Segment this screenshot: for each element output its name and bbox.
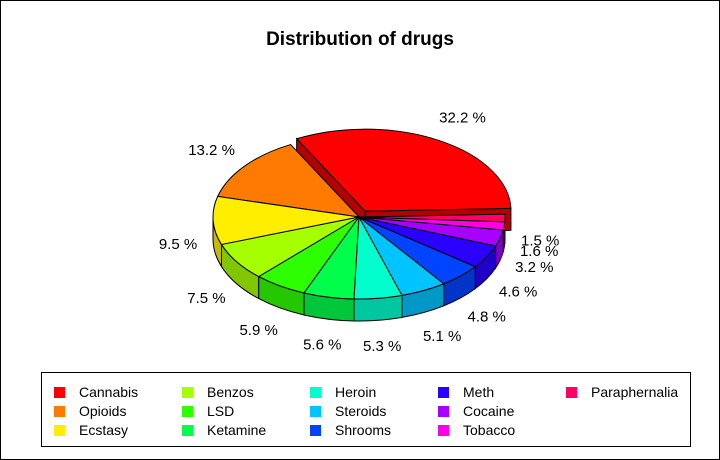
data-label-cannabis: 32.2 % [439, 110, 486, 127]
pie-labels: 32.2 % 13.2 % 9.5 % 7.5 % 5.9 % 5.6 % 5.3 % 5.1… [159, 110, 560, 355]
legend-swatch [54, 405, 65, 417]
data-label-heroin: 5.3 % [363, 338, 401, 355]
legend-swatch [310, 386, 321, 398]
legend-swatch [438, 386, 449, 398]
legend-item-ecstasy: Ecstasy [54, 421, 128, 439]
pie-slice-opioids [216, 143, 361, 218]
legend-label: Ketamine [207, 422, 267, 438]
legend-swatch [566, 386, 577, 398]
data-label-benzos: 7.5 % [187, 290, 225, 307]
pie-tops [212, 128, 512, 300]
legend-swatch [182, 386, 193, 398]
legend-item-steroids: Steroids [310, 402, 386, 420]
legend-label: Ecstasy [79, 422, 129, 438]
legend-item-cannabis: Cannabis [54, 383, 138, 401]
legend-label: Tobacco [463, 422, 516, 438]
legend-label: Steroids [335, 403, 387, 419]
legend: Cannabis Opioids Ecstasy Benzos LSD Ketamine H… [41, 372, 691, 447]
data-label-meth: 4.6 % [499, 283, 537, 300]
pie-slice-ecstasy [212, 195, 360, 246]
legend-item-cocaine: Cocaine [438, 402, 514, 420]
legend-item-heroin: Heroin [310, 383, 376, 401]
legend-swatch [182, 405, 193, 417]
legend-label: LSD [207, 403, 235, 419]
legend-item-opioids: Opioids [54, 402, 126, 420]
pie-slice-paraphernalia [358, 213, 506, 223]
legend-label: Cocaine [463, 403, 515, 419]
legend-label: Opioids [79, 403, 127, 419]
data-label-steroids: 5.1 % [423, 328, 461, 345]
data-label-shrooms: 4.8 % [468, 309, 506, 326]
data-label-ketamine: 5.6 % [303, 337, 341, 354]
legend-label: Cannabis [79, 384, 139, 400]
legend-item-tobacco: Tobacco [438, 421, 515, 439]
legend-swatch [438, 424, 449, 436]
data-label-lsd: 5.9 % [239, 322, 277, 339]
legend-swatch [182, 424, 193, 436]
legend-swatch [54, 386, 65, 398]
pie-slice-cannabis [295, 128, 512, 212]
legend-label: Meth [463, 384, 495, 400]
legend-label: Shrooms [335, 422, 392, 438]
data-label-paraphernalia: 1.5 % [521, 232, 559, 249]
legend-item-lsd: LSD [182, 402, 234, 420]
chart-title: Distribution of drugs [266, 29, 454, 50]
legend-item-meth: Meth [438, 383, 494, 401]
legend-swatch [54, 424, 65, 436]
legend-label: Paraphernalia [591, 384, 679, 400]
legend-swatch [310, 405, 321, 417]
legend-label: Benzos [207, 384, 254, 400]
legend-swatch [438, 405, 449, 417]
legend-item-shrooms: Shrooms [310, 421, 391, 439]
legend-label: Heroin [335, 384, 377, 400]
data-label-opioids: 13.2 % [188, 142, 235, 159]
legend-swatch [310, 424, 321, 436]
data-label-cocaine: 3.2 % [515, 259, 553, 276]
legend-item-paraphernalia: Paraphernalia [566, 383, 678, 401]
data-label-ecstasy: 9.5 % [159, 236, 197, 253]
data-label-tobacco: 1.6 % [520, 243, 558, 260]
legend-item-benzos: Benzos [182, 383, 254, 401]
legend-item-ketamine: Ketamine [182, 421, 266, 439]
